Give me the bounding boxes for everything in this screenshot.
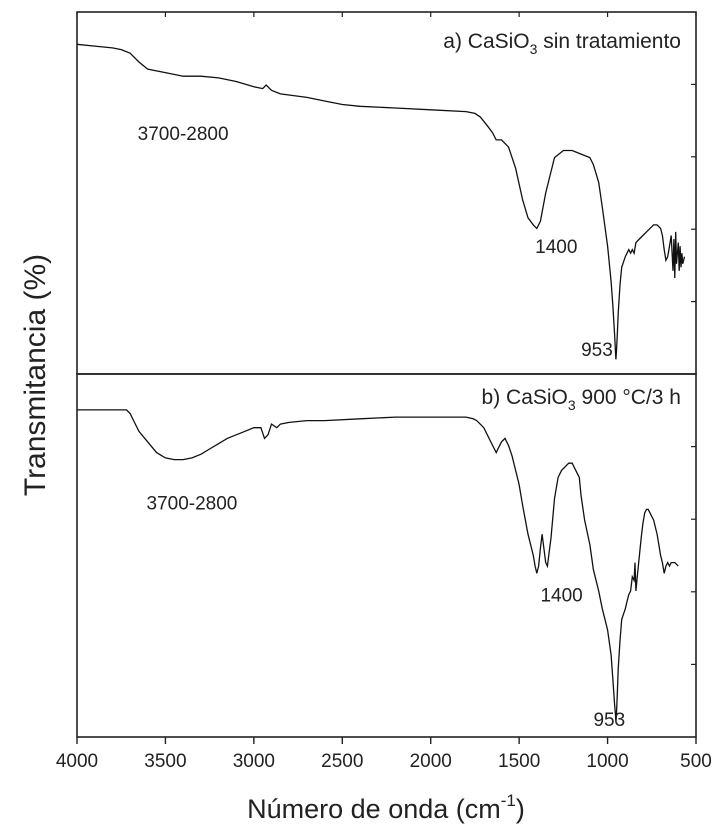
- spectrum-line-b: [77, 409, 679, 723]
- peak-annotations: 3700-2800 1400 953 3700-2800 1400 953: [138, 124, 626, 731]
- panel-a-label-suffix: sin tratamiento: [537, 30, 681, 53]
- peak-annotation: 1400: [540, 586, 582, 607]
- panel-b-label-suffix: 900 °C/3 h: [576, 386, 681, 409]
- x-axis-title: Número de onda (cm-1): [247, 791, 525, 824]
- x-tick-label: 1000: [586, 751, 628, 772]
- x-axis-title-main: Número de onda (cm: [247, 794, 501, 824]
- x-tick-label: 500: [680, 751, 712, 772]
- panel-a-label-subscript: 3: [530, 41, 538, 57]
- peak-annotation: 3700-2800: [147, 493, 238, 514]
- spectrum-line-a: [76, 43, 686, 360]
- peak-annotation: 953: [581, 340, 613, 361]
- y-axis-title: Transmitancia (%): [19, 254, 52, 496]
- panel-a-label: a) CaSiO3 sin tratamiento: [443, 30, 681, 57]
- x-axis-title-superscript: -1: [501, 791, 516, 810]
- panel-b-frame: [76, 373, 697, 738]
- peak-annotation: 953: [593, 710, 625, 731]
- panel-a-label-prefix: a) CaSiO: [443, 30, 529, 53]
- panel-b-label: b) CaSiO3 900 °C/3 h: [482, 386, 681, 413]
- x-tick-label: 2500: [321, 751, 363, 772]
- x-tick-label: 2000: [410, 751, 452, 772]
- x-tick-label: 3000: [233, 751, 275, 772]
- y-axis-ticks: [691, 83, 696, 666]
- panel-b-label-subscript: 3: [568, 397, 576, 413]
- x-axis: 4000 3500 3000 2500 2000 1500 1000 500: [56, 12, 712, 772]
- x-tick-label: 4000: [56, 751, 98, 772]
- peak-annotation: 1400: [535, 237, 577, 258]
- peak-annotation: 3700-2800: [138, 124, 229, 145]
- x-tick-label: 1500: [498, 751, 540, 772]
- panel-b-label-prefix: b) CaSiO: [482, 386, 568, 409]
- x-axis-title-close: ): [516, 794, 525, 824]
- x-tick-label: 3500: [144, 751, 186, 772]
